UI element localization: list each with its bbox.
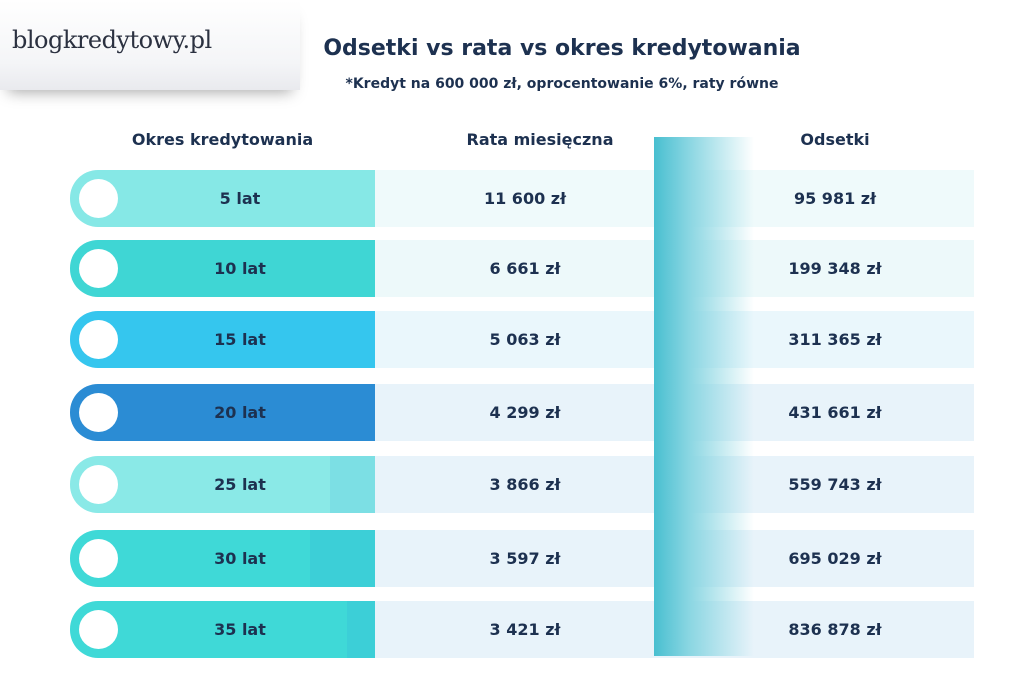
period-label: 35 lat bbox=[214, 620, 266, 639]
period-label: 30 lat bbox=[214, 549, 266, 568]
period-label: 5 lat bbox=[219, 189, 261, 208]
interest-value: 199 348 zł bbox=[788, 259, 882, 278]
table-row: 5 lat 11 600 zł 95 981 zł bbox=[70, 170, 974, 227]
period-bar: 30 lat bbox=[70, 530, 375, 587]
table-row: 30 lat 3 597 zł 695 029 zł bbox=[70, 530, 974, 587]
interest-value: 311 365 zł bbox=[788, 330, 882, 349]
table-row: 35 lat 3 421 zł 836 878 zł bbox=[70, 601, 974, 658]
interest-value: 559 743 zł bbox=[788, 475, 882, 494]
monthly-rate-value: 5 063 zł bbox=[489, 330, 561, 349]
circle-icon bbox=[79, 610, 118, 649]
brand-logo: blogkredytowy.pl bbox=[12, 26, 212, 54]
monthly-rate-value: 3 597 zł bbox=[489, 549, 561, 568]
table-row: 25 lat 3 866 zł 559 743 zł bbox=[70, 456, 974, 513]
chart-title: Odsetki vs rata vs okres kredytowania bbox=[323, 36, 801, 61]
period-bar: 5 lat bbox=[70, 170, 375, 227]
interest-value: 431 661 zł bbox=[788, 403, 882, 422]
period-bar: 15 lat bbox=[70, 311, 375, 368]
circle-icon bbox=[79, 249, 118, 288]
circle-icon bbox=[79, 393, 118, 432]
circle-icon bbox=[79, 179, 118, 218]
period-bar-shade bbox=[330, 456, 375, 513]
column-divider-gradient bbox=[654, 137, 754, 656]
column-header-rate: Rata miesięczna bbox=[466, 130, 614, 149]
monthly-rate-value: 6 661 zł bbox=[489, 259, 561, 278]
period-label: 20 lat bbox=[214, 403, 266, 422]
period-bar-shade bbox=[347, 601, 375, 658]
column-header-interest: Odsetki bbox=[800, 130, 870, 149]
table-row: 15 lat 5 063 zł 311 365 zł bbox=[70, 311, 974, 368]
period-label: 10 lat bbox=[214, 259, 266, 278]
monthly-rate-value: 3 866 zł bbox=[489, 475, 561, 494]
period-label: 25 lat bbox=[214, 475, 266, 494]
period-bar: 10 lat bbox=[70, 240, 375, 297]
monthly-rate-value: 4 299 zł bbox=[489, 403, 561, 422]
period-bar: 25 lat bbox=[70, 456, 375, 513]
interest-value: 95 981 zł bbox=[793, 189, 877, 208]
table-row: 10 lat 6 661 zł 199 348 zł bbox=[70, 240, 974, 297]
period-label: 15 lat bbox=[214, 330, 266, 349]
column-header-period: Okres kredytowania bbox=[131, 130, 314, 149]
monthly-rate-value: 11 600 zł bbox=[483, 189, 567, 208]
period-bar: 35 lat bbox=[70, 601, 375, 658]
chart-subtitle: *Kredyt na 600 000 zł, oprocentowanie 6%… bbox=[345, 76, 779, 92]
interest-value: 836 878 zł bbox=[788, 620, 882, 639]
period-bar-shade bbox=[310, 530, 375, 587]
monthly-rate-value: 3 421 zł bbox=[489, 620, 561, 639]
table-row: 20 lat 4 299 zł 431 661 zł bbox=[70, 384, 974, 441]
circle-icon bbox=[79, 320, 118, 359]
logo-band: blogkredytowy.pl bbox=[0, 0, 300, 90]
interest-value: 695 029 zł bbox=[788, 549, 882, 568]
circle-icon bbox=[79, 465, 118, 504]
period-bar: 20 lat bbox=[70, 384, 375, 441]
circle-icon bbox=[79, 539, 118, 578]
